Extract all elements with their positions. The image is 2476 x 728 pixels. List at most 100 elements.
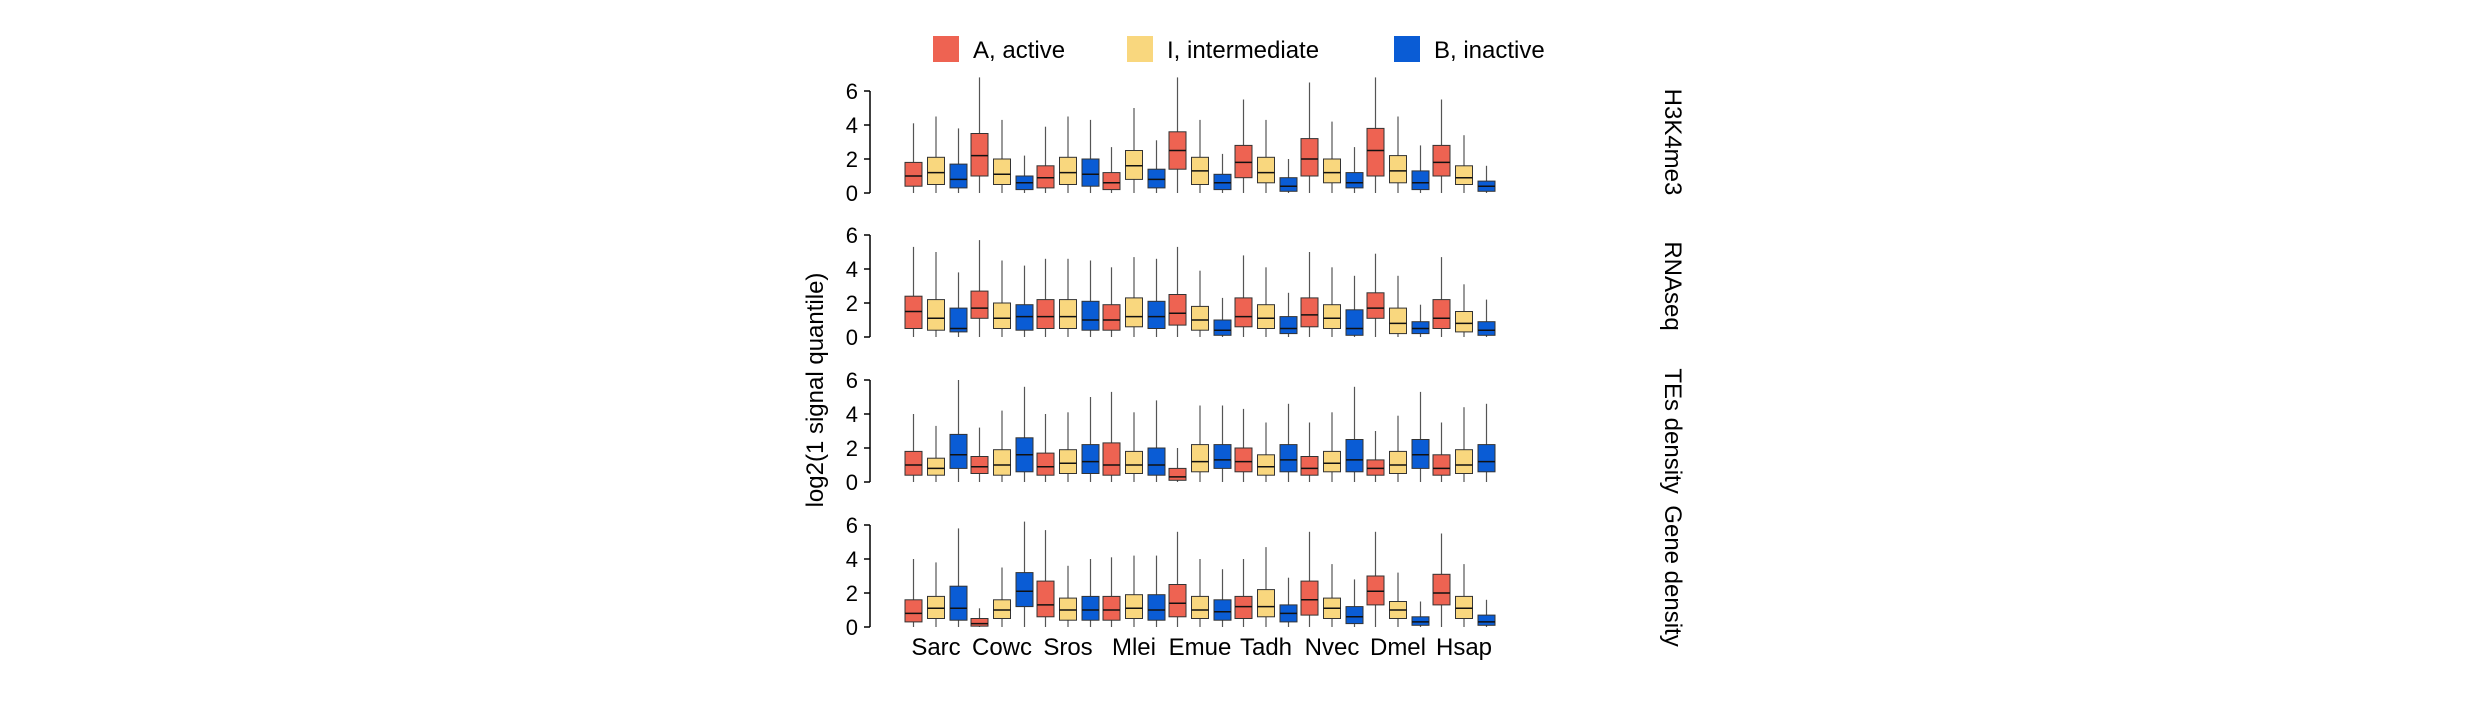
box-1-2-1	[1059, 258, 1077, 337]
box-body	[970, 133, 989, 177]
box-body	[1257, 156, 1275, 184]
box-0-2-0	[1036, 126, 1055, 193]
box-1-3-0	[1102, 267, 1121, 337]
box-0-5-0	[1234, 99, 1253, 193]
legend-label-0: A, active	[973, 37, 1065, 64]
box-body	[1279, 177, 1298, 192]
panel-2: 0 2 4 6 TEs density	[846, 368, 1686, 495]
y-tick-label-2-0: 0	[846, 470, 858, 495]
box-body	[1191, 444, 1209, 473]
y-tick-label-0-1: 2	[846, 147, 858, 172]
box-body	[1213, 173, 1232, 191]
box-body	[927, 595, 945, 620]
box-body	[1147, 300, 1166, 329]
box-3-4-0	[1168, 531, 1187, 627]
box-body	[1300, 297, 1319, 328]
box-2-3-1	[1125, 412, 1143, 482]
box-body	[1036, 165, 1055, 189]
box-1-0-1	[927, 252, 945, 337]
box-body	[1168, 584, 1187, 618]
box-body	[1345, 606, 1364, 625]
box-0-6-2	[1345, 147, 1364, 193]
box-body	[1323, 304, 1341, 330]
box-1-2-0	[1036, 258, 1055, 337]
y-tick-label-2-1: 2	[846, 436, 858, 461]
box-body	[1102, 595, 1121, 621]
box-3-7-1	[1389, 572, 1407, 627]
box-1-1-1	[993, 260, 1011, 337]
box-1-8-0	[1432, 257, 1451, 337]
box-body	[1081, 300, 1100, 331]
box-0-0-1	[927, 116, 945, 193]
box-3-5-1	[1257, 547, 1275, 627]
box-0-4-1	[1191, 119, 1209, 193]
box-2-5-1	[1257, 422, 1275, 482]
box-body	[1366, 459, 1385, 476]
box-2-1-2	[1015, 386, 1034, 482]
box-body	[970, 618, 989, 627]
box-body	[1015, 572, 1034, 608]
x-tick-label-2: Sros	[1043, 634, 1092, 661]
box-3-1-1	[993, 567, 1011, 627]
box-body	[1432, 573, 1451, 606]
box-2-8-1	[1455, 407, 1473, 482]
box-body	[1366, 292, 1385, 319]
box-0-3-1	[1125, 108, 1143, 193]
box-body	[949, 163, 968, 189]
box-body	[993, 302, 1011, 329]
box-body	[949, 307, 968, 333]
box-body	[1411, 616, 1430, 626]
box-3-2-2	[1081, 559, 1100, 627]
box-body	[1257, 454, 1275, 476]
box-body	[1234, 447, 1253, 473]
box-body	[1234, 297, 1253, 328]
box-0-2-1	[1059, 116, 1077, 193]
y-tick-label-0-3: 6	[846, 79, 858, 104]
box-1-5-0	[1234, 255, 1253, 337]
box-body	[1102, 304, 1121, 331]
box-3-1-2	[1015, 521, 1034, 627]
panel-label-2: TEs density	[1659, 368, 1686, 493]
box-body	[1234, 595, 1253, 620]
panel-label-1: RNAseq	[1659, 241, 1686, 330]
box-body	[1345, 309, 1364, 336]
box-2-0-2	[949, 380, 968, 482]
box-1-1-2	[1015, 265, 1034, 337]
box-2-0-1	[927, 425, 945, 482]
box-1-6-1	[1323, 267, 1341, 337]
box-0-1-2	[1015, 155, 1034, 193]
panels: 0 2 4 6 H3K4me3 0 2 4 6 RNAseq 0 2 4 6 TEs density 0 2 4 6…	[846, 77, 1686, 647]
box-0-6-0	[1300, 82, 1319, 193]
box-body	[1125, 450, 1143, 474]
box-2-8-2	[1477, 403, 1496, 482]
box-body	[1125, 297, 1143, 328]
y-tick-label-1-2: 4	[846, 257, 858, 282]
y-axis-label-group: log2(1 signal quantile)	[802, 273, 829, 508]
box-body	[904, 295, 923, 330]
box-0-7-1	[1389, 116, 1407, 193]
y-tick-label-1-3: 6	[846, 223, 858, 248]
x-tick-label-6: Nvec	[1305, 634, 1360, 661]
box-body	[1213, 319, 1232, 336]
y-tick-label-0-2: 4	[846, 113, 858, 138]
y-tick-label-3-1: 2	[846, 581, 858, 606]
box-body	[1234, 144, 1253, 179]
box-2-4-2	[1213, 405, 1232, 482]
box-body	[993, 449, 1011, 476]
box-3-0-2	[949, 528, 968, 627]
box-0-8-2	[1477, 165, 1496, 193]
x-tick-label-5: Tadh	[1240, 634, 1292, 661]
box-body	[1300, 580, 1319, 616]
box-0-1-1	[993, 119, 1011, 193]
box-body	[949, 585, 968, 621]
box-3-4-1	[1191, 559, 1209, 627]
y-tick-label-1-1: 2	[846, 291, 858, 316]
legend-swatch-2	[1394, 36, 1420, 62]
box-body	[1300, 456, 1319, 476]
box-body	[1125, 594, 1143, 620]
box-3-0-1	[927, 562, 945, 627]
box-body	[1389, 307, 1407, 335]
y-tick-label-1-0: 0	[846, 325, 858, 350]
panel-1: 0 2 4 6 RNAseq	[846, 223, 1686, 350]
